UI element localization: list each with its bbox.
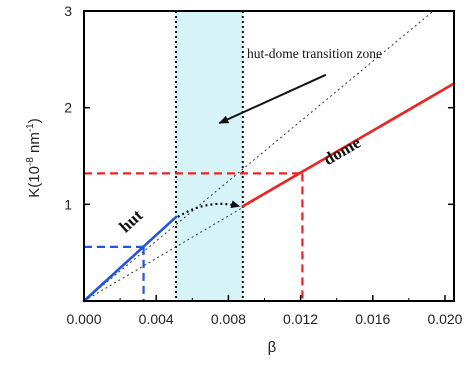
y-axis-label-sup1: -8 xyxy=(25,157,36,166)
y-tick-label: 1 xyxy=(64,196,72,212)
transition-zone-label: hut-dome transition zone xyxy=(247,46,382,61)
y-axis-label-unit: nm xyxy=(26,132,43,157)
series-line-dome xyxy=(241,82,456,208)
plot-frame xyxy=(83,10,455,302)
y-axis-label: K(10-8 nm-1) xyxy=(25,118,43,198)
x-tick-label: 0.000 xyxy=(66,311,101,327)
x-tick-label: 0.008 xyxy=(211,311,246,327)
transition-zone-band xyxy=(176,11,243,301)
guide-line-1 xyxy=(83,10,434,302)
series-label-hut: hut xyxy=(115,205,146,236)
series-line-hut xyxy=(82,215,178,303)
transition-arrow xyxy=(177,200,241,218)
x-axis-label: β xyxy=(268,339,277,356)
y-axis-label-close: ) xyxy=(26,118,43,123)
y-tick-label: 3 xyxy=(64,3,72,19)
x-tick-label: 0.004 xyxy=(139,311,174,327)
y-tick-label: 2 xyxy=(64,100,72,116)
y-axis-label-sup2: -1 xyxy=(25,123,36,132)
annotation-arrow xyxy=(218,73,327,125)
x-tick-label: 0.020 xyxy=(427,311,462,327)
x-tick-label: 0.016 xyxy=(355,311,390,327)
x-tick-label: 0.012 xyxy=(283,311,318,327)
y-axis-label-main: K(10 xyxy=(26,166,43,198)
guide-line-2 xyxy=(83,82,455,302)
